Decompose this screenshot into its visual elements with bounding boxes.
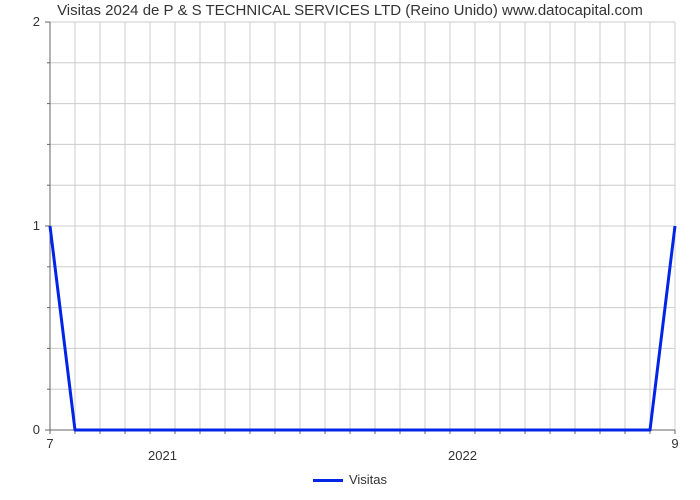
- legend-label: Visitas: [349, 472, 387, 487]
- x-major-label: 2021: [148, 448, 177, 463]
- chart-svg: [0, 0, 700, 500]
- x-corner-label: 9: [671, 436, 678, 451]
- y-tick-label: 1: [20, 218, 40, 233]
- x-major-label: 2022: [448, 448, 477, 463]
- legend-swatch: [313, 479, 343, 482]
- y-tick-label: 0: [20, 422, 40, 437]
- x-corner-label: 7: [46, 436, 53, 451]
- y-tick-label: 2: [20, 14, 40, 29]
- chart-container: Visitas 2024 de P & S TECHNICAL SERVICES…: [0, 0, 700, 500]
- legend: Visitas: [0, 472, 700, 487]
